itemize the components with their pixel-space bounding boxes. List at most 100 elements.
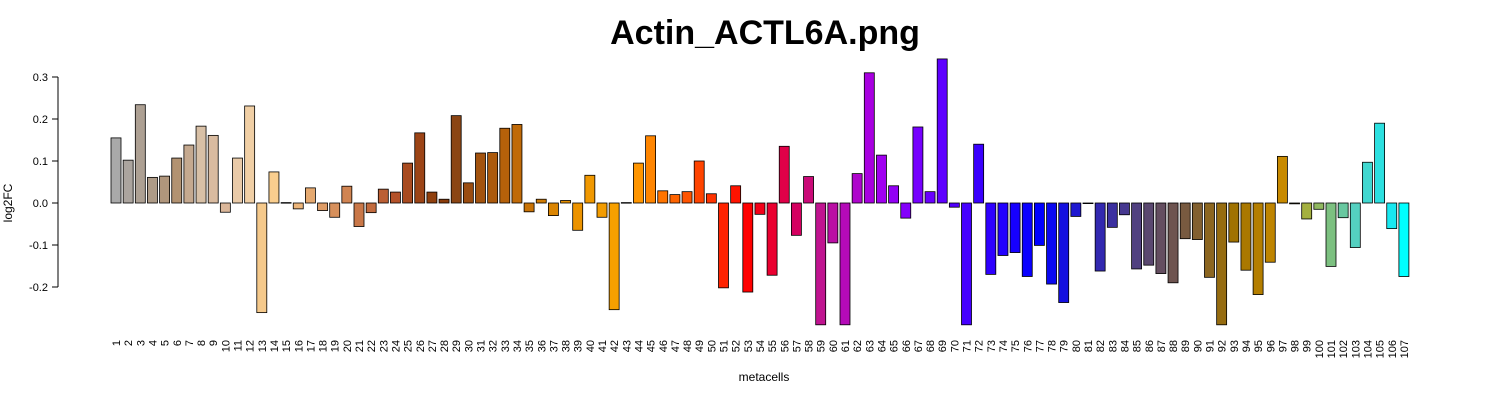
bar-73: [985, 202, 997, 275]
bar-26: [414, 132, 426, 204]
bar-71: [961, 202, 972, 326]
x-tick-label: 61: [840, 340, 852, 352]
y-tick-label: 0.1: [33, 156, 48, 168]
x-tick-label: 43: [621, 340, 633, 352]
x-tick-label: 72: [974, 340, 986, 352]
x-tick-label: 51: [719, 340, 731, 352]
x-tick-label: 70: [949, 340, 961, 352]
bar-74: [997, 202, 1009, 256]
x-tick-label: 86: [1144, 340, 1156, 352]
bar-104: [1362, 161, 1373, 204]
bar-58: [803, 176, 814, 204]
x-tick-label: 36: [536, 340, 548, 352]
x-tick-label: 4: [147, 340, 159, 346]
bar-83: [1106, 202, 1118, 228]
bar-18: [317, 202, 328, 211]
x-tick-label: 19: [330, 340, 342, 352]
x-tick-label: 83: [1107, 340, 1119, 352]
bar-56: [778, 145, 790, 204]
bar-6: [171, 157, 183, 204]
x-tick-label: 76: [1022, 340, 1034, 352]
x-tick-label: 25: [403, 340, 415, 352]
bar-15: [280, 202, 292, 204]
x-tick-label: 12: [245, 340, 257, 352]
bar-32: [487, 152, 499, 204]
bar-89: [1179, 202, 1191, 240]
x-tick-label: 3: [135, 340, 147, 346]
x-tick-label: 91: [1205, 340, 1217, 352]
bar-25: [402, 162, 414, 204]
bar-41: [596, 202, 608, 218]
x-tick-label: 22: [366, 340, 378, 352]
bar-96: [1264, 202, 1276, 263]
bar-87: [1155, 202, 1167, 274]
x-tick-label: 69: [937, 340, 949, 352]
bar-105: [1374, 122, 1385, 204]
x-tick-label: 35: [524, 340, 536, 352]
bar-79: [1058, 202, 1070, 303]
bar-94: [1240, 202, 1252, 271]
y-tick-label: 0.2: [33, 114, 48, 126]
x-tick-label: 45: [646, 340, 658, 352]
x-tick-label: 21: [354, 340, 366, 352]
x-tick-label: 103: [1350, 340, 1362, 358]
bar-90: [1191, 202, 1203, 240]
bar-33: [499, 127, 511, 204]
x-tick-label: 42: [609, 340, 621, 352]
bar-76: [1021, 202, 1033, 277]
x-tick-label: 8: [196, 340, 208, 346]
bar-17: [304, 187, 316, 204]
bar-10: [219, 202, 231, 213]
bar-107: [1398, 202, 1410, 277]
bar-75: [1009, 202, 1021, 253]
bar-1: [110, 137, 122, 204]
x-tick-label: 92: [1217, 340, 1229, 352]
x-tick-label: 85: [1132, 340, 1144, 352]
bar-55: [766, 202, 778, 276]
bar-11: [232, 157, 243, 204]
x-tick-label: 79: [1059, 340, 1071, 352]
bar-82: [1094, 202, 1106, 272]
bar-98: [1289, 202, 1300, 205]
x-tick-labels: 1 2 3 4 5 6 7 8 9 10 11 12 13 14 15 16 17 18 19 20 21 22 23 24 2…: [111, 340, 1411, 358]
x-tick-label: 57: [791, 340, 803, 352]
bar-28: [438, 198, 450, 204]
bar-100: [1313, 202, 1325, 210]
x-tick-label: 63: [864, 340, 876, 352]
bar-23: [377, 188, 389, 204]
x-tick-label: 49: [694, 340, 706, 352]
bar-14: [268, 171, 280, 204]
x-tick-label: 40: [585, 340, 597, 352]
x-tick-label: 78: [1047, 340, 1059, 352]
bar-70: [948, 202, 960, 208]
x-tick-label: 84: [1119, 340, 1131, 352]
bar-36: [535, 198, 547, 204]
x-tick-label: 96: [1265, 340, 1277, 352]
bar-39: [572, 202, 584, 231]
x-axis-label: metacells: [739, 370, 790, 384]
x-tick-label: 32: [488, 340, 500, 352]
x-tick-label: 24: [390, 340, 402, 352]
bar-37: [548, 202, 559, 217]
bar-40: [584, 174, 596, 204]
x-tick-label: 44: [633, 340, 645, 352]
x-tick-label: 15: [281, 340, 293, 352]
x-tick-label: 20: [342, 340, 354, 352]
x-tick-label: 47: [670, 340, 682, 352]
bar-59: [815, 202, 827, 326]
x-tick-label: 93: [1229, 340, 1241, 352]
bar-88: [1167, 202, 1179, 284]
x-tick-label: 54: [755, 340, 767, 352]
bar-103: [1349, 202, 1361, 248]
bar-22: [365, 202, 377, 214]
x-tick-label: 62: [852, 340, 864, 352]
bar-57: [791, 202, 802, 236]
x-tick-label: 60: [828, 340, 840, 352]
y-tick-label: -0.1: [29, 240, 48, 252]
bar-13: [256, 202, 268, 314]
x-tick-label: 48: [682, 340, 694, 352]
bar-4: [147, 176, 158, 204]
bar-35: [523, 202, 535, 213]
bar-97: [1277, 155, 1288, 204]
